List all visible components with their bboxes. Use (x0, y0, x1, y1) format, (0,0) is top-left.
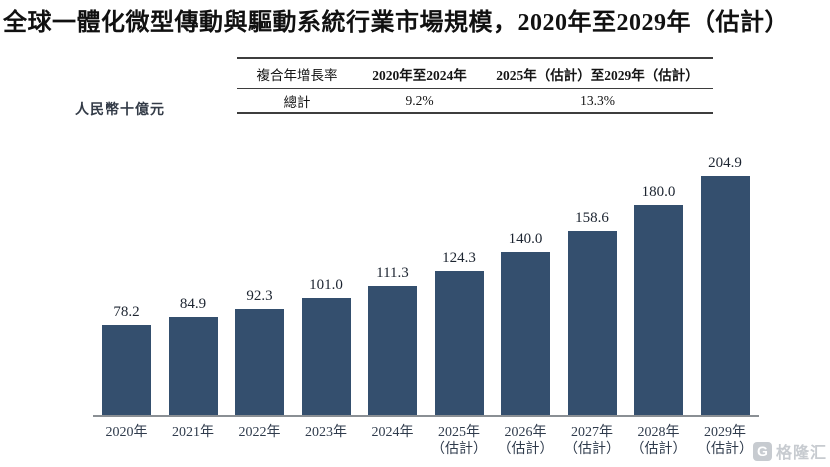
bar-2029年 (700, 176, 750, 417)
cagr-header-period-1: 2020年至2024年 (372, 67, 467, 83)
cagr-table-data-row: 總計 9.2% 13.3% (237, 89, 713, 112)
bar-value-label: 180.0 (641, 184, 676, 200)
cagr-value-2025-2029: 13.3% (580, 92, 615, 108)
x-axis-line (93, 415, 759, 417)
bar-2024年 (368, 286, 417, 417)
cagr-row-label: 總計 (283, 94, 311, 110)
x-tick-label: 2024年 (371, 425, 414, 440)
bar-value-label: 101.0 (309, 277, 343, 293)
x-tick-label: 2023年 (305, 425, 347, 440)
bar-value-label: 84.9 (179, 296, 207, 312)
cagr-table: 複合年增長率 2020年至2024年 2025年（估計）至2029年（估計） 總… (237, 57, 713, 114)
gelonghui-watermark-text: 格隆汇 (775, 445, 827, 462)
x-tick-label: 2029年 （估計） (697, 425, 753, 457)
bar-2027年 (567, 231, 617, 417)
gelonghui-watermark: G 格隆汇 (752, 439, 827, 463)
y-axis-unit-label: 人民幣十億元 (75, 103, 165, 118)
cagr-header-period-2: 2025年（估計）至2029年（估計） (496, 67, 699, 83)
bar-value-label: 78.2 (113, 304, 140, 320)
x-tick-label: 2021年 (172, 425, 214, 440)
x-tick-label: 2026年 （估計） (497, 425, 554, 457)
bar-2028年 (634, 205, 683, 417)
x-tick-label: 2020年 (105, 425, 148, 440)
gelonghui-logo-icon: G (752, 441, 772, 461)
x-tick-label: 2022年 (238, 425, 281, 440)
bar-2020年 (102, 325, 151, 417)
x-tick-label: 2025年 （估計） (431, 425, 487, 457)
bar-value-label: 204.9 (708, 155, 742, 171)
bar-value-label: 158.6 (575, 210, 609, 226)
bar-2023年 (301, 298, 351, 417)
bar-2026年 (501, 252, 550, 417)
bar-2022年 (235, 309, 284, 417)
x-tick-label: 2028年 （估計） (630, 425, 687, 457)
bar-2025年 (434, 271, 484, 417)
cagr-table-header-row: 複合年增長率 2020年至2024年 2025年（估計）至2029年（估計） (237, 59, 713, 89)
cagr-value-2020-2024: 9.2% (405, 92, 434, 108)
bar-value-label: 92.3 (246, 288, 273, 304)
chart-title: 全球一體化微型傳動與驅動系統行業市場規模，2020年至2029年（估計） (3, 10, 789, 36)
bar-value-label: 111.3 (376, 265, 409, 281)
bar-value-label: 140.0 (508, 231, 543, 247)
bar-2021年 (168, 317, 218, 417)
x-tick-label: 2027年 （估計） (564, 425, 620, 457)
cagr-header-label: 複合年增長率 (256, 67, 338, 83)
bar-value-label: 124.3 (442, 250, 476, 266)
